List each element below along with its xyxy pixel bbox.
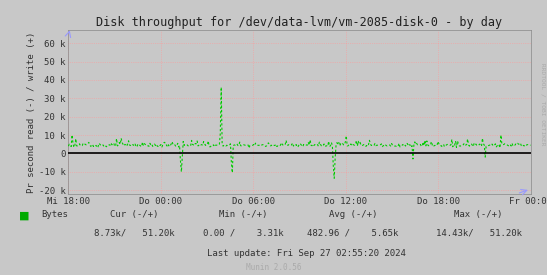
- Text: Max (-/+): Max (-/+): [455, 210, 503, 219]
- Text: Avg (-/+): Avg (-/+): [329, 210, 377, 219]
- Text: 14.43k/   51.20k: 14.43k/ 51.20k: [435, 229, 522, 238]
- Text: Min (-/+): Min (-/+): [219, 210, 267, 219]
- Y-axis label: Pr second read (-) / write (+): Pr second read (-) / write (+): [27, 31, 36, 193]
- Text: 8.73k/   51.20k: 8.73k/ 51.20k: [94, 229, 174, 238]
- Text: ■: ■: [19, 210, 30, 220]
- Text: Bytes: Bytes: [41, 210, 68, 219]
- Text: Cur (-/+): Cur (-/+): [110, 210, 158, 219]
- Text: Last update: Fri Sep 27 02:55:20 2024: Last update: Fri Sep 27 02:55:20 2024: [207, 249, 406, 258]
- Text: Munin 2.0.56: Munin 2.0.56: [246, 263, 301, 272]
- Text: 482.96 /    5.65k: 482.96 / 5.65k: [307, 229, 399, 238]
- Text: 0.00 /    3.31k: 0.00 / 3.31k: [203, 229, 284, 238]
- Title: Disk throughput for /dev/data-lvm/vm-2085-disk-0 - by day: Disk throughput for /dev/data-lvm/vm-208…: [96, 16, 503, 29]
- Text: RRDTOOL / TOBI OETIKER: RRDTOOL / TOBI OETIKER: [541, 63, 546, 146]
